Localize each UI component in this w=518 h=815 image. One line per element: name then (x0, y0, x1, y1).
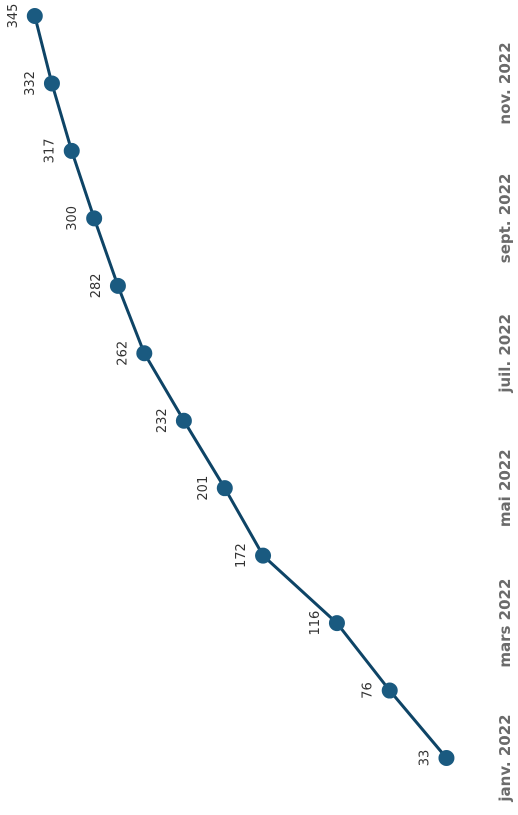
data-label-5: 232 (155, 408, 170, 433)
data-label-3: 172 (234, 543, 249, 568)
data-markers (26, 8, 455, 766)
data-point-3 (255, 547, 272, 564)
data-label-9: 317 (43, 138, 58, 163)
data-point-9 (63, 142, 80, 159)
x-tick-label-1: mars 2022 (496, 579, 514, 668)
data-point-7 (109, 277, 126, 294)
data-point-5 (175, 412, 192, 429)
data-point-6 (136, 345, 153, 362)
data-label-4: 201 (196, 476, 211, 501)
data-label-7: 282 (89, 273, 104, 298)
data-point-10 (43, 75, 60, 92)
data-point-0 (438, 750, 455, 766)
data-label-8: 300 (65, 206, 80, 231)
data-label-1: 76 (361, 682, 376, 699)
data-label-0: 33 (417, 750, 432, 767)
x-tick-label-2: mai 2022 (496, 449, 514, 527)
x-tick-label-3: juil. 2022 (496, 314, 514, 394)
data-point-1 (381, 682, 398, 699)
series-line (33, 15, 448, 759)
x-tick-label-4: sept. 2022 (496, 174, 514, 264)
data-labels: 33 76 116 172 201 232 262 282 300 317 332 345 (6, 4, 433, 767)
x-tick-label-5: nov. 2022 (496, 42, 514, 124)
x-tick-label-0: janv. 2022 (496, 714, 514, 802)
data-point-4 (216, 480, 233, 497)
x-axis-tick-labels: janv. 2022 mars 2022 mai 2022 juil. 2022 sep… (496, 42, 514, 802)
data-point-11 (26, 8, 43, 24)
data-point-2 (328, 615, 345, 632)
data-label-2: 116 (308, 611, 323, 636)
data-label-6: 262 (115, 341, 130, 366)
data-label-10: 332 (23, 71, 38, 96)
data-point-8 (86, 210, 103, 227)
data-label-11: 345 (6, 4, 21, 29)
